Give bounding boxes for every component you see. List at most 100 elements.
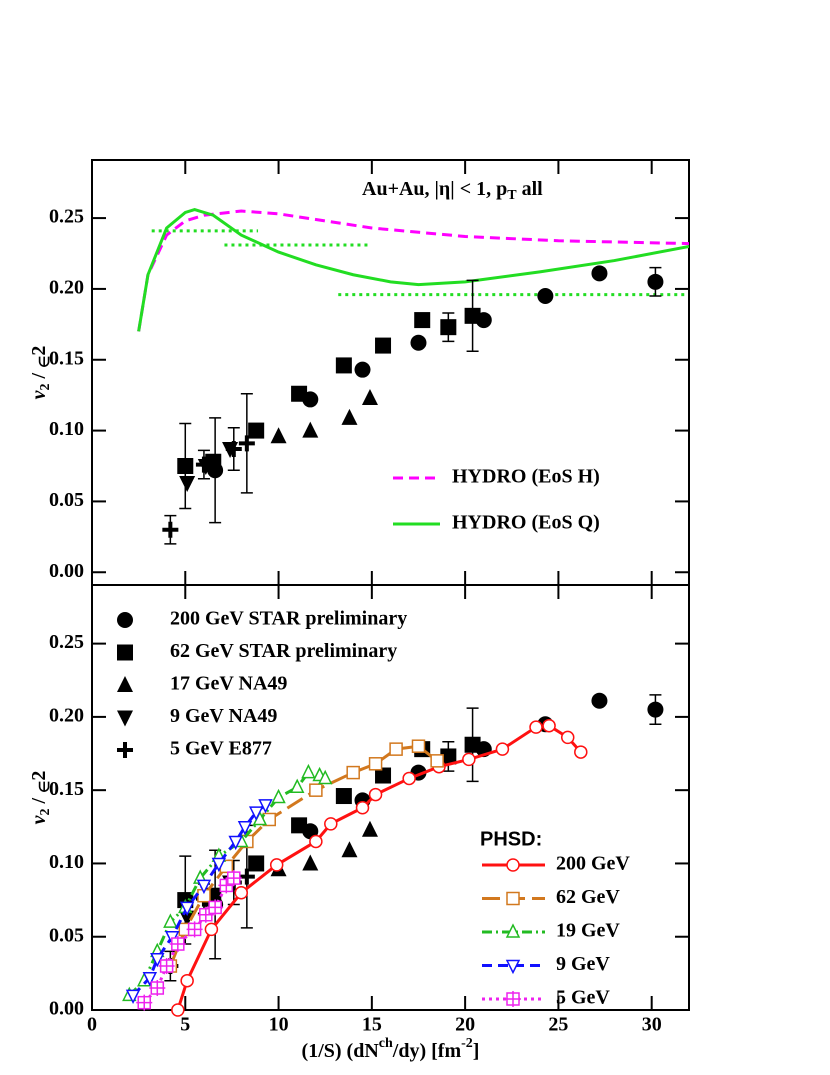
marker xyxy=(271,788,286,804)
marker xyxy=(495,742,510,756)
marker-cross xyxy=(136,994,153,1011)
label-part: / xyxy=(28,793,50,809)
label: Au+Au, |η| < 1, pT all xyxy=(362,178,543,204)
x-tick-label: 0 xyxy=(87,1014,97,1036)
marker-cross xyxy=(207,899,224,916)
marker xyxy=(375,337,392,354)
legend-label: 9 GeV NA49 xyxy=(170,705,277,727)
label-part: 2 xyxy=(38,383,53,390)
marker xyxy=(248,806,264,821)
x-tick-label: 10 xyxy=(269,1014,289,1036)
marker xyxy=(368,787,383,802)
marker xyxy=(440,748,457,765)
label: (1/S) (dNch/dy) [fm-2] xyxy=(302,1036,480,1061)
label-part: /dy) [fm xyxy=(392,1040,462,1062)
marker xyxy=(462,752,476,767)
marker xyxy=(506,891,520,906)
legend-label: 62 GeV xyxy=(556,886,620,908)
y-tick-label: 0.25 xyxy=(49,631,84,653)
marker xyxy=(430,754,444,768)
marker xyxy=(542,718,556,733)
marker xyxy=(309,834,323,849)
marker xyxy=(125,989,141,1005)
marker xyxy=(361,820,378,837)
marker xyxy=(505,923,521,938)
legend-label: 62 GeV STAR preliminary xyxy=(170,640,397,662)
y-tick-label: 0.20 xyxy=(49,704,84,726)
marker xyxy=(414,312,431,329)
marker xyxy=(464,736,481,753)
marker xyxy=(324,817,338,831)
marker-cross xyxy=(169,936,186,953)
marker xyxy=(411,739,426,753)
marker-cross xyxy=(225,870,242,887)
marker xyxy=(309,783,323,797)
frame xyxy=(91,584,690,1011)
marker xyxy=(204,922,219,937)
marker xyxy=(368,757,383,771)
y-tick-label: 0.00 xyxy=(49,560,84,582)
marker xyxy=(238,868,255,885)
y-tick-label: 0.25 xyxy=(49,206,84,228)
y-tick-label: 0.10 xyxy=(49,418,84,440)
marker xyxy=(375,767,392,784)
marker xyxy=(117,644,133,661)
marker xyxy=(591,692,608,709)
marker xyxy=(537,288,554,304)
marker xyxy=(574,745,588,759)
marker xyxy=(335,788,352,805)
marker xyxy=(346,765,360,780)
x-tick-label: 20 xyxy=(455,1014,475,1036)
marker xyxy=(270,427,287,444)
marker xyxy=(228,835,243,851)
marker xyxy=(505,959,521,975)
label-part: (1/S) (dN xyxy=(302,1040,380,1062)
marker xyxy=(179,476,196,492)
marker xyxy=(248,422,265,439)
legend-label: 9 GeV xyxy=(556,953,610,975)
x-tick-label: 5 xyxy=(180,1014,190,1036)
marker xyxy=(591,265,608,282)
marker xyxy=(361,389,378,405)
marker-cross xyxy=(197,906,214,923)
marker xyxy=(647,273,664,290)
marker xyxy=(171,1003,185,1017)
label-part: 2 xyxy=(28,346,50,356)
marker-cross xyxy=(505,991,521,1007)
marker xyxy=(291,817,308,834)
marker xyxy=(291,385,308,402)
y-tick-label: 0.20 xyxy=(49,277,84,299)
label-part: v xyxy=(28,389,50,399)
label-part: v xyxy=(28,814,50,824)
marker xyxy=(163,913,178,928)
marker-cross xyxy=(149,980,166,997)
label-part: -2 xyxy=(461,1036,473,1051)
x-tick-label: 30 xyxy=(642,1014,662,1036)
marker xyxy=(258,799,273,814)
marker xyxy=(464,307,481,324)
marker xyxy=(355,801,370,815)
label-part: / xyxy=(28,368,50,384)
marker xyxy=(117,676,133,692)
legend-label: HYDRO (EoS H) xyxy=(452,466,600,488)
marker xyxy=(248,855,265,872)
marker xyxy=(225,441,242,457)
marker xyxy=(179,901,195,917)
marker xyxy=(410,334,427,351)
marker xyxy=(162,521,179,538)
marker xyxy=(302,854,319,871)
marker xyxy=(142,972,158,987)
marker xyxy=(211,857,227,873)
marker xyxy=(237,821,253,836)
marker xyxy=(560,730,575,745)
label-part: 2 xyxy=(38,808,53,815)
marker xyxy=(440,319,457,336)
marker xyxy=(180,973,194,988)
marker xyxy=(195,456,212,473)
legend-label: 17 GeV NA49 xyxy=(170,673,287,695)
marker xyxy=(290,778,305,793)
marker xyxy=(647,701,664,718)
marker xyxy=(506,858,520,872)
marker xyxy=(196,879,212,895)
label-part: ∈ xyxy=(38,356,53,368)
